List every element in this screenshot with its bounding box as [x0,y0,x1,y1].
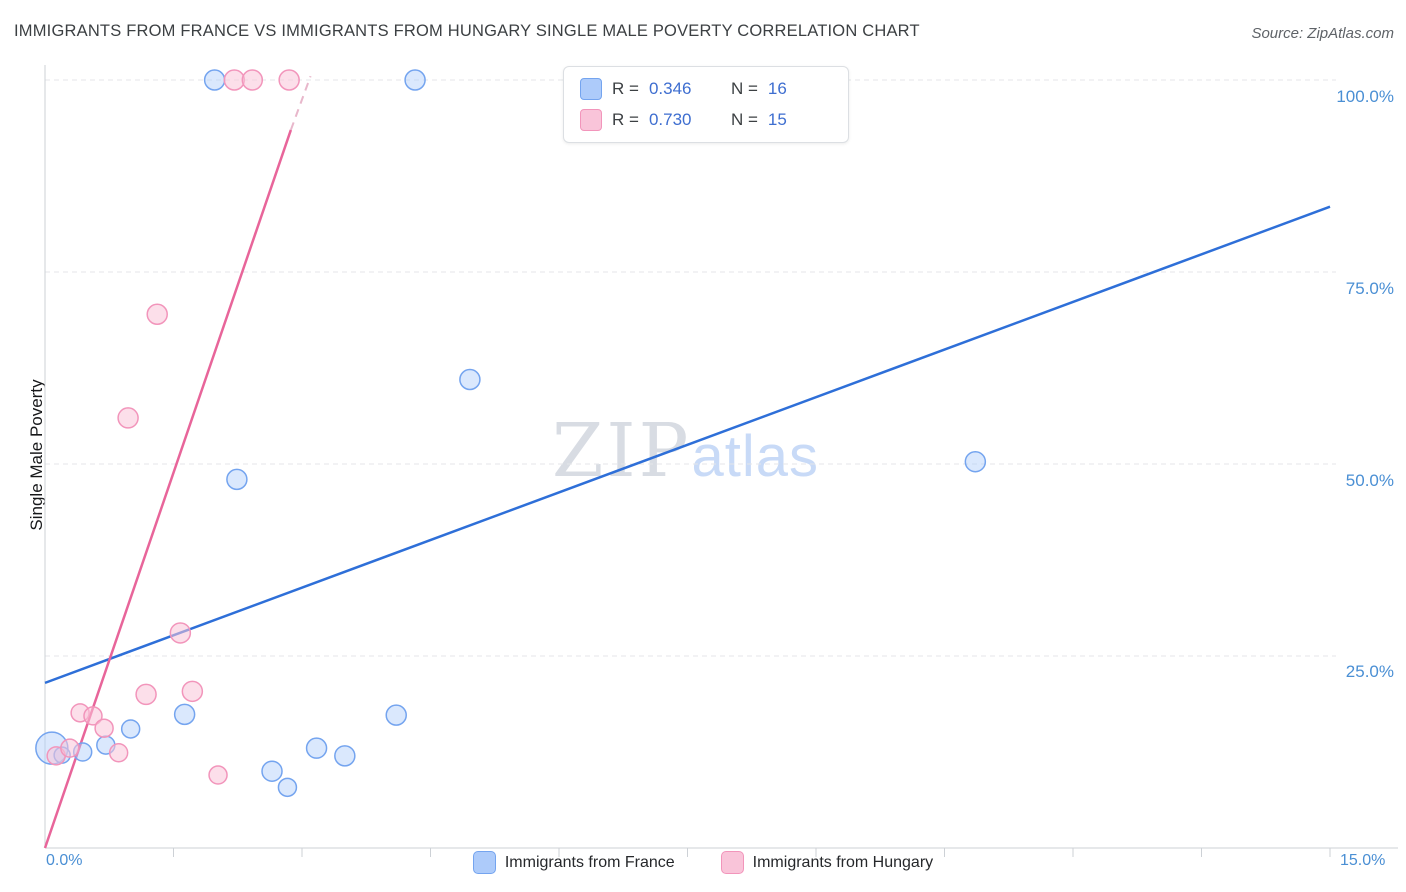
source-credit[interactable]: Source: ZipAtlas.com [1251,25,1394,42]
page-title: IMMIGRANTS FROM FRANCE VS IMMIGRANTS FRO… [14,22,920,40]
hungary-series-label: Immigrants from Hungary [752,853,934,871]
scatter-point-france [173,703,196,726]
x-tick-min: 0.0% [46,852,83,869]
scatter-point-france [120,719,141,739]
hungary-series-swatch [720,851,744,874]
scatter-point-hungary [108,743,129,763]
n-value-france: 16 [767,79,787,98]
n-label: N = [730,110,758,129]
scatter-point-france [385,704,407,726]
scatter-point-france [261,760,283,782]
scatter-point-hungary [278,69,300,91]
legend-row-france: R = 0.346 N = 16 [580,76,832,102]
scatter-point-france [459,368,481,391]
scatter-point-hungary [208,765,228,785]
scatter-point-france [404,69,426,91]
y-tick-75: 75.0% [1345,279,1394,298]
scatter-point-hungary [94,718,114,738]
r-value-hungary: 0.730 [648,110,692,129]
scatter-point-france [305,737,328,759]
bottom-legend-item-france: Immigrants from France [472,851,675,874]
france-legend-swatch [580,78,602,100]
r-value-france: 0.346 [648,79,692,98]
y-tick-25: 25.0% [1345,662,1394,681]
scatter-point-hungary [241,69,264,91]
legend-box: R = 0.346 N = 16 R = 0.730 N = 15 [563,66,849,143]
bottom-legend-item-hungary: Immigrants from Hungary [720,851,934,874]
scatter-point-hungary [223,69,246,91]
r-label: R = [612,110,639,129]
legend-row-hungary: R = 0.730 N = 15 [580,107,832,133]
scatter-point-france [226,468,248,491]
hungary-trend-line [43,129,293,849]
y-tick-50: 50.0% [1345,471,1394,490]
france-series-label: Immigrants from France [504,853,675,871]
scatter-point-hungary [181,680,204,703]
y-tick-100: 100.0% [1336,87,1394,106]
scatter-point-hungary [146,303,168,325]
scatter-point-france [964,450,987,473]
x-tick-max: 15.0% [1340,852,1386,869]
france-trend-line [44,205,1331,685]
n-value-hungary: 15 [767,110,787,129]
hungary-legend-swatch [580,109,602,131]
france-series-swatch [472,851,496,874]
scatter-point-hungary [169,622,192,644]
scatter-point-hungary [135,683,157,706]
scatter-point-france [277,777,298,798]
scatter-point-hungary [60,738,80,758]
scatter-point-france [334,745,356,767]
scatter-point-hungary [83,706,103,726]
scatter-point-hungary [117,407,139,429]
scatter-point-france [203,69,226,91]
r-label: R = [612,79,639,98]
n-label: N = [730,79,758,98]
hungary-trend-line-extension [289,75,312,131]
bottom-legend: Immigrants from France Immigrants from H… [0,851,1406,874]
